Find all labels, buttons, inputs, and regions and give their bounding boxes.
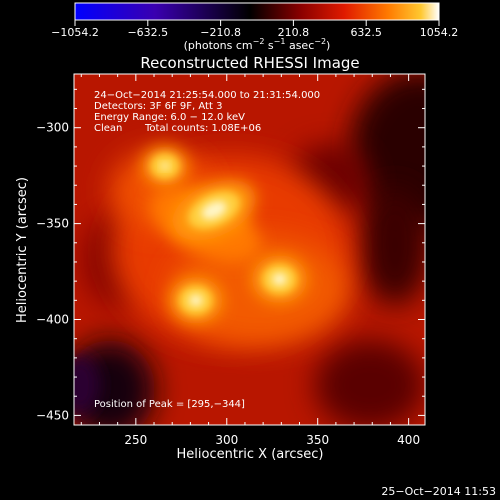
detectors-text: Detectors: 3F 6F 9F, Att 3 <box>94 101 222 112</box>
y-axis-label: Heliocentric Y (arcsec) <box>15 177 30 323</box>
emission-source <box>142 146 188 186</box>
y-tick-label: −450 <box>36 408 69 422</box>
y-tick-label: −350 <box>36 217 69 231</box>
emission-sources <box>142 146 307 324</box>
x-tick-label: 250 <box>124 433 147 447</box>
colorbar-tick-label: 210.8 <box>278 26 310 39</box>
colorbar: −1054.2 −632.5 −210.8 210.8 632.5 1054.2 (pho… <box>51 2 458 52</box>
emission-source <box>252 255 307 304</box>
x-tick-label: 400 <box>397 433 420 447</box>
y-tick-label: −300 <box>36 121 69 135</box>
colorbar-tick-label: −210.8 <box>200 26 241 39</box>
peak-position-text: Position of Peak = [295,−344] <box>94 399 245 410</box>
y-tick-label: −400 <box>36 313 69 327</box>
colorbar-tick-label: 1054.2 <box>420 26 459 39</box>
heatmap-image <box>74 74 425 425</box>
emission-source <box>169 277 223 324</box>
emission-source <box>172 180 256 241</box>
clean-text: Clean <box>94 123 122 134</box>
plot-frame <box>73 73 426 426</box>
colorbar-ticks: −1054.2 −632.5 −210.8 210.8 632.5 1054.2 <box>51 20 458 39</box>
info-annotations: 24−Oct−2014 21:25:54.000 to 21:31:54.000… <box>94 90 320 410</box>
x-tick-label: 350 <box>306 433 329 447</box>
colorbar-tick-label: −632.5 <box>127 26 168 39</box>
chart-title: Reconstructed RHESSI Image <box>140 54 359 72</box>
colorbar-gradient <box>74 2 440 21</box>
timestamp: 25−Oct−2014 11:53 <box>381 485 496 498</box>
energy-range-text: Energy Range: 6.0 − 12.0 keV <box>94 112 245 123</box>
x-axis-label: Heliocentric X (arcsec) <box>177 447 324 462</box>
colorbar-tick-label: −1054.2 <box>51 26 99 39</box>
axis-ticks: 250 300 350 400 −300 −350 −400 −450 <box>36 74 425 447</box>
colorbar-tick-label: 632.5 <box>350 26 382 39</box>
colorbar-unit-label: (photons cm−2 s−1 asec−2) <box>184 37 331 52</box>
x-tick-label: 300 <box>215 433 238 447</box>
time-range-text: 24−Oct−2014 21:25:54.000 to 21:31:54.000 <box>94 90 320 101</box>
total-counts-text: Total counts: 1.08E+06 <box>144 123 261 134</box>
